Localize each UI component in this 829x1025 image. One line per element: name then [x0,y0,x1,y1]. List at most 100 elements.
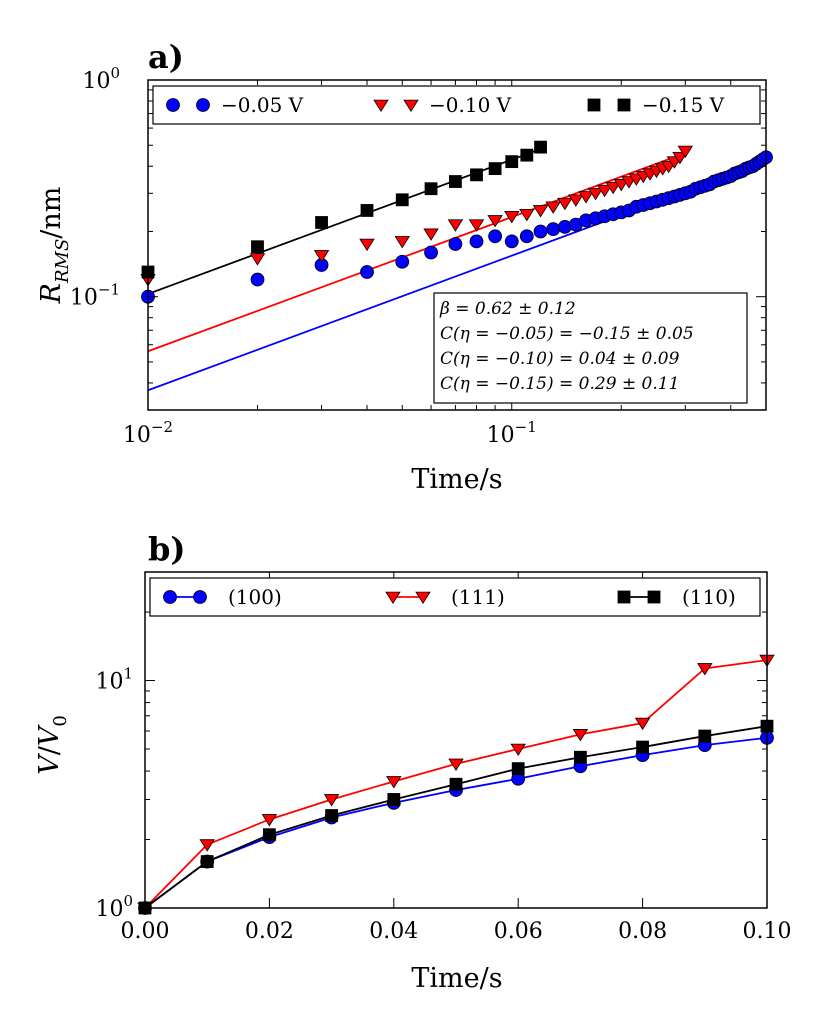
legend-a-marker-1a [373,99,389,113]
marker-a-s1-17 [596,184,613,198]
annotation-frame [433,292,748,404]
marker-a-s1-13 [557,197,573,211]
y-axis-label-b: V/V0 [34,715,71,775]
marker-b-s2-3 [325,809,339,822]
marker-a-s0-5 [424,245,438,260]
data-markers-b [137,654,775,916]
plot-frame-a [147,79,767,411]
marker-a-s2-8 [488,162,502,176]
legend-b-marker-2b [647,590,661,604]
x-axis-label-a: Time/s [411,464,502,495]
legend-b-marker-2a [617,590,631,604]
marker-b-s1-1 [199,839,215,852]
marker-b-s1-6 [510,743,526,757]
marker-a-s2-3 [360,204,374,217]
marker-b-s2-1 [200,855,214,868]
x-tick-label-a-0: 10−2 [123,418,173,448]
ticks-a: 10−2 10−1 10−1 100 [70,64,767,448]
marker-a-s0-12 [546,222,561,237]
x-tick-label-b-5: 0.10 [743,919,792,944]
ticks-b: 0.00 0.02 0.04 0.06 0.08 0.10 100 101 [95,571,792,944]
x-axis-label-b: Time/s [411,963,502,994]
y-tick-label-b-0: 100 [95,892,133,922]
legend-a-marker-0b [196,98,210,112]
legend-b-marker-0a [163,590,177,604]
marker-b-s2-4 [387,793,401,806]
legend-a-marker-1b [403,99,419,113]
y-tick-label-a-0: 10−1 [70,281,120,311]
marker-a-s0-4 [395,254,410,269]
marker-b-s1-3 [323,794,340,807]
marker-a-s1-28 [672,151,688,165]
marker-b-s2-7 [574,750,587,764]
annotation-line-3: C(η = −0.15) = 0.29 ± 0.11 [440,374,679,394]
marker-a-s1-16 [587,188,604,201]
marker-a-s0-3 [360,265,374,279]
marker-a-s2-7 [470,168,483,182]
annotation-line-1: C(η = −0.05) = −0.15 ± 0.05 [440,324,694,344]
legend-a-marker-0a [166,98,180,112]
legend-b-label-1: (111) [451,585,505,609]
marker-a-s2-5 [424,182,438,196]
legend-b-marker-1b [415,591,431,605]
marker-b-s2-5 [449,777,463,791]
marker-a-s0-8 [488,229,503,244]
marker-a-s1-3 [359,238,375,252]
legend-a-marker-2a [587,98,601,112]
marker-a-s1-6 [447,219,464,232]
marker-a-s1-19 [613,179,629,192]
marker-a-s1-18 [605,181,621,195]
marker-a-s1-7 [468,219,485,232]
panel-a-label: a) [148,38,184,76]
marker-a-s0-11 [533,224,548,239]
marker-a-s2-6 [449,175,462,188]
plot-frame-b [144,571,768,909]
marker-b-s2-2 [262,828,276,842]
marker-b-s1-2 [261,814,278,827]
marker-b-s1-4 [386,776,402,789]
marker-a-s1-15 [578,191,594,204]
legend-b-label-2: (110) [682,585,736,609]
marker-b-s1-7 [572,729,589,742]
series-line-2 [144,725,768,909]
marker-b-s2-6 [511,762,525,776]
marker-a-s2-4 [395,193,409,207]
marker-a-s1-2 [313,250,330,263]
data-markers [140,140,773,304]
y-tick-label-b-1: 101 [95,665,133,695]
marker-a-s0-6 [448,237,463,251]
legend-b-label-0: (100) [228,585,282,609]
marker-a-s1-14 [568,194,584,207]
marker-a-s1-10 [519,209,535,222]
marker-a-s1-4 [394,236,410,249]
marker-a-s1-1 [249,253,266,266]
marker-a-s2-11 [534,140,547,154]
marker-a-s2-2 [315,216,328,229]
legend-a-label-2: −0.15 V [642,93,725,117]
x-tick-label-a-1: 10−1 [487,418,537,448]
legend-b-marker-0b [193,590,207,604]
legend-a: −0.05 V −0.10 V −0.15 V [152,85,761,125]
y-tick-label-a-1: 100 [82,64,120,94]
marker-a-s2-9 [505,155,519,169]
x-tick-label-b-3: 0.06 [494,919,543,944]
legend-b-marker-1a [385,591,401,605]
fit-line-1 [147,152,686,353]
marker-a-s0-1 [250,272,265,287]
marker-a-s0-7 [469,234,484,249]
x-tick-label-b-2: 0.04 [369,919,418,944]
marker-a-s2-1 [251,240,264,254]
x-tick-label-b-4: 0.08 [618,919,667,944]
fit-annotation: β = 0.62 ± 0.12 C(η = −0.05) = −0.15 ± 0.… [433,292,748,404]
legend-a-label-1: −0.10 V [429,93,512,117]
y-axis-label-a: RRMS/nm [36,187,73,305]
panel-a: a) 10−2 10−1 10−1 100 −0.05 V −0.10 V −0.15 V… [36,38,773,495]
marker-b-s1-8 [634,717,651,731]
marker-a-s1-5 [423,228,439,241]
marker-b-s1-5 [448,758,464,771]
annotation-line-0: β = 0.62 ± 0.12 [439,299,576,319]
legend-a-marker-2b [617,98,631,112]
panel-b-label: b) [148,530,186,568]
x-tick-label-b-0: 0.00 [121,919,170,944]
